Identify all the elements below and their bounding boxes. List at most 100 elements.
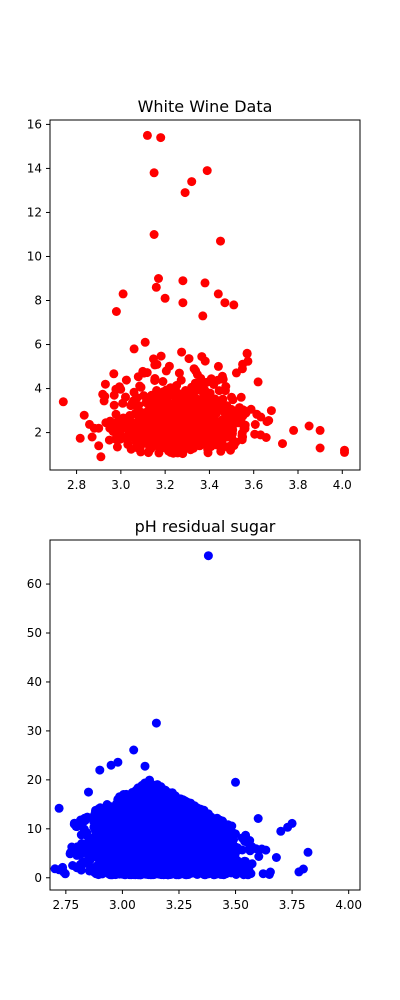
data-point xyxy=(80,858,90,868)
data-point xyxy=(209,834,219,844)
data-point xyxy=(174,368,184,378)
data-point xyxy=(227,392,236,402)
data-point xyxy=(276,826,286,836)
data-point xyxy=(236,392,246,402)
data-point xyxy=(206,441,216,451)
data-point xyxy=(200,811,210,821)
x-tick-label: 2.8 xyxy=(67,478,86,492)
data-point xyxy=(111,409,121,419)
data-point xyxy=(206,422,216,432)
data-point xyxy=(149,783,159,793)
data-point xyxy=(136,784,146,793)
data-point xyxy=(59,867,69,877)
data-point xyxy=(96,828,106,838)
data-point xyxy=(153,394,163,404)
data-point xyxy=(242,348,252,358)
data-point xyxy=(128,870,138,880)
y-tick-label: 6 xyxy=(34,338,42,352)
data-point xyxy=(116,832,126,842)
data-point xyxy=(218,868,228,878)
data-point xyxy=(118,861,128,871)
data-point xyxy=(213,289,223,299)
data-point xyxy=(196,379,206,389)
data-point xyxy=(162,431,172,441)
data-point xyxy=(243,870,253,880)
data-point xyxy=(191,416,201,426)
data-point xyxy=(315,425,325,435)
data-point xyxy=(340,447,349,457)
x-tick-label: 3.0 xyxy=(111,478,130,492)
data-point xyxy=(95,813,105,823)
data-point xyxy=(95,765,105,775)
data-point xyxy=(111,435,121,445)
data-point xyxy=(163,404,173,414)
chart-title: White Wine Data xyxy=(138,97,273,116)
y-axis: 0 10 20 30 40 50 60 xyxy=(27,577,50,885)
data-point xyxy=(106,849,115,859)
data-point xyxy=(135,435,145,445)
data-point xyxy=(194,831,204,841)
data-point xyxy=(228,425,238,435)
data-point xyxy=(246,404,256,414)
data-point xyxy=(192,814,202,823)
data-point xyxy=(202,166,212,176)
data-point xyxy=(121,815,131,825)
data-point xyxy=(178,298,188,308)
data-point xyxy=(152,828,162,838)
data-point xyxy=(149,354,158,364)
data-point xyxy=(198,435,208,445)
data-point xyxy=(176,375,186,385)
data-point xyxy=(121,375,131,385)
data-point xyxy=(178,276,188,286)
points-layer xyxy=(58,130,349,462)
data-point xyxy=(134,818,144,828)
data-point xyxy=(183,811,193,821)
data-point xyxy=(230,854,240,863)
data-point xyxy=(214,386,224,396)
data-point xyxy=(138,366,148,376)
data-point xyxy=(100,379,110,389)
data-point xyxy=(133,417,143,426)
data-point xyxy=(151,282,161,292)
data-point xyxy=(158,443,168,452)
data-point xyxy=(240,856,249,866)
data-point xyxy=(229,300,239,310)
data-point xyxy=(181,855,191,865)
chart-white-wine: White Wine Data 2.8 3.0 3.2 3.4 3.6 3.8 4.0 2 4… xyxy=(27,97,361,492)
data-point xyxy=(135,443,145,453)
data-point xyxy=(191,366,201,376)
data-point xyxy=(197,823,207,833)
data-point xyxy=(106,760,116,770)
data-point xyxy=(181,443,191,453)
data-point xyxy=(174,866,184,876)
data-point xyxy=(125,411,135,420)
data-point xyxy=(129,745,139,755)
data-point xyxy=(121,392,130,402)
data-point xyxy=(141,857,151,867)
data-point xyxy=(97,835,107,845)
data-point xyxy=(198,311,208,321)
data-point xyxy=(216,844,226,854)
data-point xyxy=(208,396,218,406)
data-point xyxy=(80,829,90,839)
data-point xyxy=(163,804,173,814)
data-point xyxy=(109,369,119,379)
data-point xyxy=(181,386,190,395)
data-point xyxy=(80,816,90,826)
data-point xyxy=(201,411,211,420)
chart-title: pH residual sugar xyxy=(135,517,276,536)
data-point xyxy=(209,860,218,870)
data-point xyxy=(131,425,141,435)
data-point xyxy=(193,423,203,433)
data-point xyxy=(271,853,281,862)
x-tick-label: 3.75 xyxy=(279,898,306,912)
data-point xyxy=(179,423,189,433)
data-point xyxy=(111,307,121,316)
data-point xyxy=(112,804,122,814)
data-point xyxy=(190,393,200,403)
data-point xyxy=(191,822,201,832)
data-point xyxy=(154,842,164,852)
data-point xyxy=(151,432,161,441)
data-point xyxy=(158,377,168,386)
